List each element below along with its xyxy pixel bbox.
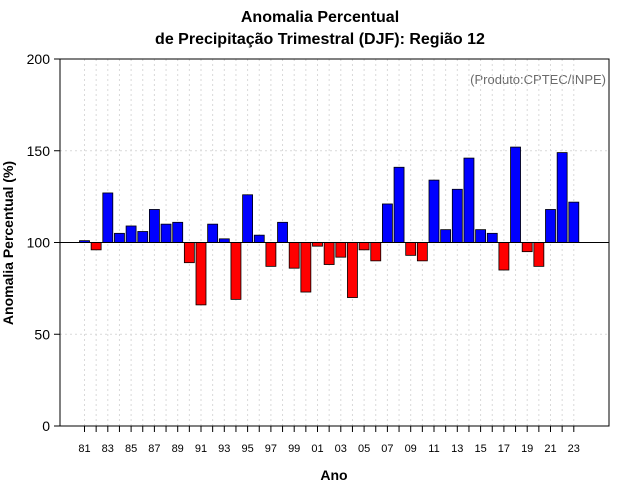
bar-93 (218, 238, 230, 243)
x-tick-label: 81 (78, 443, 90, 455)
x-tick-label: 91 (195, 443, 207, 455)
x-tick-label: 95 (241, 443, 253, 455)
x-tick-label: 21 (544, 443, 556, 455)
bar-87 (148, 209, 160, 243)
bar-14 (463, 157, 475, 243)
bar-11 (428, 179, 440, 243)
x-tick-label: 89 (172, 443, 184, 455)
bar-83 (102, 192, 114, 243)
x-tick-label: 99 (288, 443, 300, 455)
bar-20 (533, 242, 545, 267)
bar-07 (381, 203, 393, 243)
bar-21 (545, 209, 556, 243)
x-tick-label: 15 (474, 443, 486, 455)
bar-08 (393, 166, 405, 243)
x-tick-label: 83 (102, 443, 114, 455)
bar-23 (568, 201, 580, 243)
bar-85 (125, 225, 137, 243)
bar-22 (556, 152, 568, 243)
y-tick-label: 150 (27, 143, 51, 159)
y-tick-label: 50 (34, 326, 50, 342)
bar-04 (347, 242, 358, 298)
x-axis-label: Ano (320, 467, 348, 483)
x-tick-label: 07 (381, 443, 393, 455)
bar-84 (114, 232, 125, 243)
bar-89 (172, 221, 184, 243)
bar-99 (288, 242, 300, 269)
x-tick-label: 13 (451, 443, 463, 455)
y-tick-label: 0 (42, 418, 50, 434)
x-tick-label: 19 (521, 443, 533, 455)
x-tick-label: 11 (428, 443, 439, 455)
x-tick-label: 17 (498, 443, 510, 455)
x-tick-label: 05 (358, 443, 370, 455)
bar-98 (277, 221, 288, 243)
bar-17 (498, 242, 510, 271)
x-tick-label: 87 (148, 443, 160, 455)
bar-03 (335, 242, 347, 258)
bar-16 (486, 232, 498, 243)
bar-96 (253, 234, 265, 243)
bar-13 (451, 188, 463, 243)
bar-82 (90, 242, 102, 251)
y-tick-label: 200 (27, 51, 51, 67)
x-tick-label: 01 (311, 443, 323, 455)
bar-97 (265, 242, 277, 267)
chart-title: Anomalia Percentual (240, 9, 400, 26)
bar-05 (358, 242, 370, 251)
bar-86 (137, 231, 149, 243)
bar-95 (242, 194, 254, 243)
bar-10 (416, 242, 428, 262)
bar-15 (475, 229, 487, 243)
x-tick-label: 93 (218, 443, 230, 455)
bar-88 (160, 223, 172, 243)
bar-18 (510, 146, 521, 243)
bar-01 (312, 242, 323, 247)
bar-90 (183, 242, 195, 264)
bar-19 (521, 242, 533, 253)
chart-subtitle: de Precipitação Trimestral (DJF): Região… (155, 31, 485, 48)
y-tick-label: 100 (27, 235, 51, 251)
bar-06 (370, 242, 382, 262)
x-tick-label: 97 (265, 443, 277, 455)
bar-09 (405, 242, 417, 256)
bar-00 (300, 242, 312, 293)
bar-94 (230, 242, 242, 300)
bar-12 (440, 229, 452, 243)
x-tick-label: 23 (568, 443, 580, 455)
bar-02 (323, 242, 335, 265)
x-tick-label: 85 (125, 443, 137, 455)
bar-91 (195, 242, 207, 306)
x-tick-label: 03 (335, 443, 347, 455)
bar-92 (207, 223, 219, 243)
x-tick-label: 09 (405, 443, 417, 455)
